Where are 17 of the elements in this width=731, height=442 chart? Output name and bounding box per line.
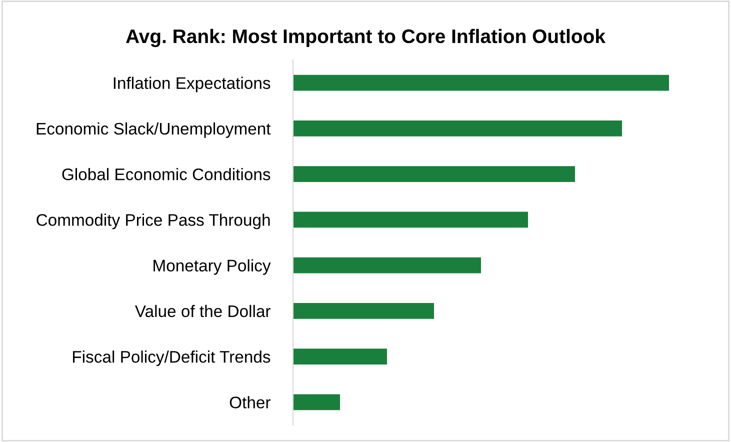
- bar: [293, 257, 481, 274]
- bar: [293, 120, 622, 136]
- y-tick-label: Value of the Dollar: [134, 304, 271, 318]
- bar: [293, 394, 340, 410]
- bar: [293, 212, 528, 228]
- y-tick-label: Economic Slack/Unemployment: [36, 122, 271, 138]
- y-tick-label: Monetary Policy: [154, 259, 271, 275]
- y-tick-label: Inflation Expectations: [114, 76, 270, 92]
- bar: [293, 302, 434, 319]
- bar: [293, 166, 575, 182]
- chart-title: Avg. Rank: Most Important to Core Inflation Outlook: [126, 28, 606, 48]
- bar: [293, 74, 669, 91]
- y-tick-label: Global Economic Conditions: [62, 168, 270, 180]
- y-tick-label: Other: [230, 396, 271, 408]
- y-tick-label: Commodity Price Pass Through: [36, 214, 270, 230]
- bar: [293, 348, 387, 365]
- y-tick-label: Fiscal Policy/Deficit Trends: [73, 350, 270, 366]
